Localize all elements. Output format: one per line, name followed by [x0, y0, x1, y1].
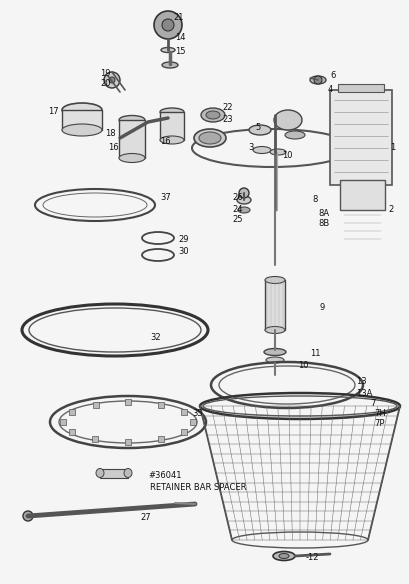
Bar	[181, 409, 187, 415]
Text: 14: 14	[175, 33, 186, 43]
Text: 3: 3	[248, 144, 253, 152]
Bar	[157, 402, 164, 408]
Bar	[160, 112, 184, 140]
Text: 32: 32	[150, 333, 161, 342]
Bar	[125, 399, 131, 405]
Circle shape	[23, 511, 33, 521]
Ellipse shape	[265, 326, 285, 333]
Ellipse shape	[264, 349, 286, 356]
Circle shape	[154, 11, 182, 39]
Bar	[92, 402, 99, 408]
Text: 1: 1	[390, 144, 395, 152]
Text: 22: 22	[222, 103, 232, 113]
Text: 16: 16	[108, 144, 119, 152]
Ellipse shape	[119, 116, 145, 124]
Bar	[119, 120, 145, 158]
Ellipse shape	[62, 103, 102, 117]
Ellipse shape	[273, 551, 295, 561]
Bar	[125, 439, 131, 445]
Ellipse shape	[274, 110, 302, 130]
Ellipse shape	[266, 357, 284, 363]
Text: 11: 11	[310, 349, 321, 359]
Text: RETAINER BAR SPACER: RETAINER BAR SPACER	[150, 482, 247, 492]
Bar	[330, 90, 392, 185]
Text: 8B: 8B	[318, 220, 329, 228]
Bar	[69, 429, 75, 435]
Ellipse shape	[161, 47, 175, 53]
Ellipse shape	[124, 468, 132, 478]
Ellipse shape	[96, 468, 104, 478]
Text: 7H: 7H	[374, 408, 386, 418]
Text: 27: 27	[140, 513, 151, 523]
Text: 26: 26	[232, 193, 243, 203]
Bar	[157, 436, 164, 442]
Text: 30: 30	[178, 248, 189, 256]
Ellipse shape	[253, 147, 271, 154]
Text: 13A: 13A	[356, 388, 372, 398]
Circle shape	[104, 72, 120, 88]
Ellipse shape	[279, 554, 289, 558]
Text: 23: 23	[222, 116, 233, 124]
Circle shape	[314, 76, 322, 84]
Text: 9: 9	[320, 304, 325, 312]
Text: 25: 25	[232, 215, 243, 224]
Text: 20: 20	[100, 79, 110, 89]
Text: 13: 13	[356, 377, 366, 387]
Ellipse shape	[160, 108, 184, 116]
Text: 18: 18	[105, 130, 116, 138]
Ellipse shape	[119, 154, 145, 162]
Text: 37: 37	[160, 193, 171, 203]
Text: 21: 21	[173, 13, 184, 23]
Ellipse shape	[285, 131, 305, 139]
Bar	[181, 429, 187, 435]
Bar	[69, 409, 75, 415]
Bar	[190, 419, 196, 425]
Text: 10: 10	[298, 361, 308, 370]
Text: 4: 4	[328, 85, 333, 95]
Text: 6: 6	[330, 71, 335, 79]
Ellipse shape	[249, 125, 271, 135]
Bar	[62, 110, 102, 130]
Text: 2: 2	[388, 206, 393, 214]
Bar	[340, 180, 385, 210]
Ellipse shape	[270, 149, 286, 155]
Bar	[100, 469, 128, 478]
Text: 29: 29	[178, 235, 189, 245]
Ellipse shape	[62, 124, 102, 136]
Bar	[265, 280, 285, 330]
Text: 19: 19	[100, 69, 110, 78]
Text: 15: 15	[175, 47, 186, 57]
Text: 8A: 8A	[318, 208, 329, 217]
Circle shape	[162, 19, 174, 31]
Ellipse shape	[199, 132, 221, 144]
Ellipse shape	[162, 62, 178, 68]
Text: 10: 10	[282, 151, 292, 161]
Ellipse shape	[194, 129, 226, 147]
Text: 8: 8	[312, 196, 317, 204]
Text: #36041: #36041	[148, 471, 182, 481]
Ellipse shape	[238, 207, 250, 213]
Ellipse shape	[265, 276, 285, 283]
Bar	[92, 436, 99, 442]
Text: 24: 24	[232, 206, 243, 214]
Ellipse shape	[206, 111, 220, 119]
Circle shape	[239, 188, 249, 198]
Circle shape	[109, 77, 115, 83]
Ellipse shape	[310, 76, 326, 84]
Ellipse shape	[160, 136, 184, 144]
Text: 7: 7	[370, 398, 375, 408]
Text: -12: -12	[306, 554, 319, 562]
Text: 17: 17	[48, 107, 58, 116]
Bar	[60, 419, 66, 425]
Ellipse shape	[237, 196, 251, 204]
Text: 16: 16	[160, 137, 171, 147]
Ellipse shape	[201, 108, 225, 122]
Bar	[338, 84, 384, 92]
Text: 35: 35	[192, 409, 202, 419]
Text: 7P: 7P	[374, 419, 384, 427]
Text: 5: 5	[255, 123, 260, 133]
